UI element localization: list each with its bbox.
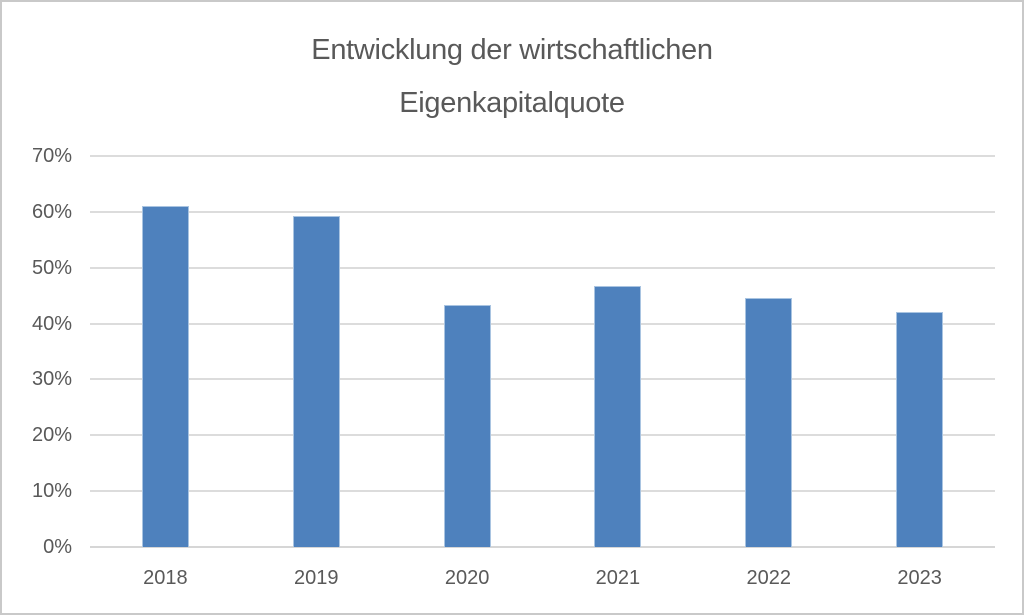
chart-title: Entwicklung der wirtschaftlichen Eigenka…: [311, 34, 713, 119]
y-axis-tick-label: 50%: [31, 256, 72, 279]
x-axis-category-label: 2022: [746, 567, 792, 589]
bar-2019: [292, 215, 340, 547]
bar-2022: [745, 298, 793, 547]
bar-2018: [141, 206, 189, 547]
bar-2020: [443, 305, 491, 547]
gridline: [90, 210, 995, 213]
x-axis-line: [90, 546, 995, 548]
y-axis-tick-label: 70%: [31, 145, 72, 167]
plot-area: [90, 155, 995, 548]
bar-2021: [594, 286, 642, 547]
y-axis-tick-label: 20%: [31, 424, 72, 447]
x-axis-category-label: 2018: [143, 567, 188, 589]
gridline: [90, 322, 995, 325]
gridline: [90, 378, 995, 381]
gridline: [90, 155, 995, 157]
y-axis-tick-label: 40%: [31, 312, 72, 335]
y-axis-tick-label: 10%: [31, 480, 72, 503]
bar-2023: [896, 311, 944, 547]
x-axis-category-label: 2019: [294, 567, 339, 589]
gridline: [90, 490, 995, 493]
gridline: [90, 266, 995, 269]
x-axis-category-label: 2021: [595, 567, 641, 589]
gridline: [90, 434, 995, 437]
y-axis-tick-label: 30%: [31, 368, 72, 391]
y-axis-tick-label: 60%: [31, 200, 72, 223]
y-axis-tick-label: 0%: [43, 536, 72, 558]
x-axis-category-label: 2020: [444, 567, 490, 589]
x-axis-category-label: 2023: [897, 567, 942, 589]
